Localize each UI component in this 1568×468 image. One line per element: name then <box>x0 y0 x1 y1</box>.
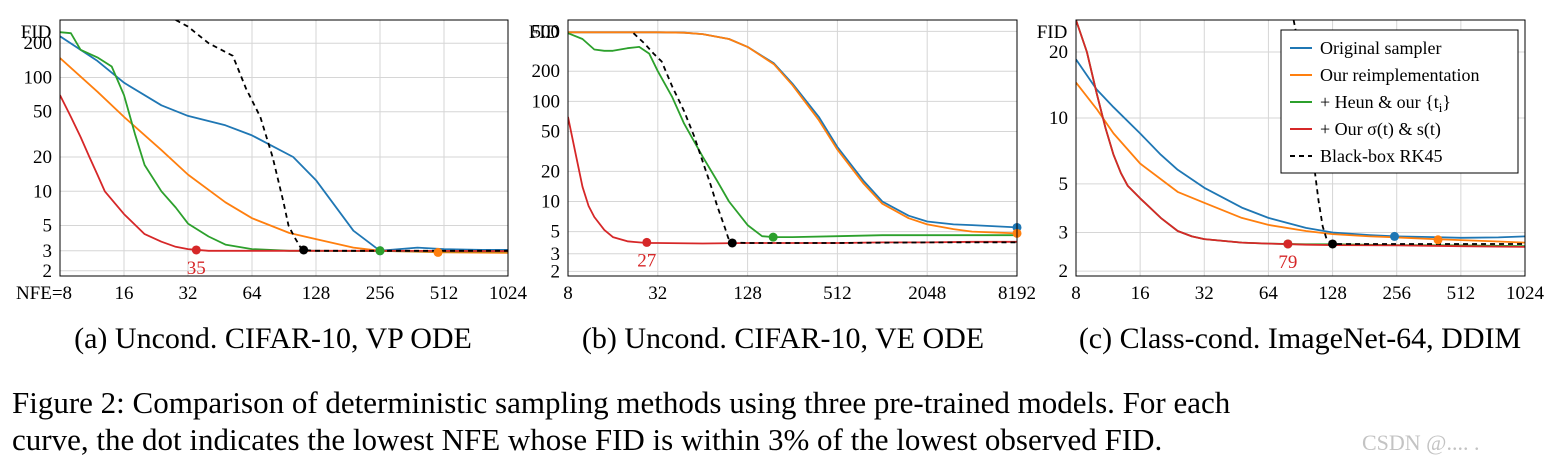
figure-caption-line2: curve, the dot indicates the lowest NFE … <box>12 422 1162 457</box>
panel-b-xtick-label: 2048 <box>908 283 946 304</box>
panel-c-xtick-label: 256 <box>1382 283 1411 304</box>
panel-a-subtitle: (a) Uncond. CIFAR-10, VP ODE <box>74 322 472 355</box>
panel-b-ytick-label: 10 <box>541 191 560 212</box>
panel-a: FID (a) Uncond. CIFAR-10, VP ODE NFE=8 16… <box>16 19 528 355</box>
panel-b-line-reimpl <box>568 31 1017 235</box>
panel-a-line-rk45 <box>175 20 508 252</box>
panel-b-xtick-label: 512 <box>823 283 852 304</box>
panel-a-xtick-label: 1024 <box>489 283 528 304</box>
panel-b-ytick-label: 500 <box>532 21 561 42</box>
panel-a-ytick-label: 20 <box>33 147 52 168</box>
panel-c-ytick-label: 20 <box>1049 42 1068 63</box>
panel-a-ytick-label: 5 <box>43 216 53 237</box>
panel-c: FID (c) Class-cond. ImageNet-64, DDIM 8 1… <box>1037 19 1545 355</box>
panel-a-xtick-label: 256 <box>366 283 395 304</box>
panel-a-xtick-label: 16 <box>115 283 134 304</box>
panel-c-xtick-label: 512 <box>1447 283 1476 304</box>
panel-c-xtick-label: 64 <box>1259 283 1279 304</box>
legend-label-heun-close: } <box>1442 92 1451 112</box>
panel-c-axes-frame <box>1075 19 1526 277</box>
panel-a-annotation: 35 <box>187 258 206 279</box>
panel-b-ytick-label: 200 <box>532 61 561 82</box>
panel-a-dot-rk45 <box>299 245 309 255</box>
panel-c-ylabel: FID <box>1037 22 1068 43</box>
panel-c-dot-rk45 <box>1328 239 1338 249</box>
panel-c-xtick-label: 16 <box>1131 283 1150 304</box>
panel-b-xtick-label: 128 <box>733 283 762 304</box>
panel-c-ytick-label: 10 <box>1049 108 1068 129</box>
panel-a-ylabel: FID <box>21 22 52 43</box>
panel-a-series-group <box>60 20 508 254</box>
panel-b-axes-frame <box>567 19 1018 277</box>
panel-c-xtick-label: 32 <box>1195 283 1214 304</box>
panel-b-ytick-label: 100 <box>532 91 561 112</box>
panel-a-axes-frame <box>59 19 509 277</box>
panel-c-dot-sigma <box>1283 239 1293 249</box>
panel-c-line-original <box>1076 58 1525 239</box>
panel-a-ytick-label: 50 <box>33 102 52 123</box>
figure-caption-line1: Figure 2: Comparison of deterministic sa… <box>12 385 1231 420</box>
panel-c-dot-reimpl <box>1433 235 1443 245</box>
panel-c-annotation: 79 <box>1278 252 1297 273</box>
panel-b-dot-rk45 <box>727 238 737 248</box>
panel-c-xtick-label: 128 <box>1318 283 1347 304</box>
legend-label-heun: + Heun & our {ti} <box>1320 92 1451 115</box>
watermark: CSDN @.... . <box>1362 430 1479 455</box>
panel-b-line-rk45 <box>632 32 1017 244</box>
panel-a-ytick-label: 3 <box>43 241 53 262</box>
panel-a-xtick-label: 64 <box>243 283 263 304</box>
panel-b-annotation: 27 <box>637 250 656 271</box>
panel-b-ylabel: FID <box>529 22 560 43</box>
panel-a-xtick-label: 32 <box>179 283 198 304</box>
panel-b-dot-sigma <box>642 237 652 247</box>
panel-b-xtick-label: 8192 <box>998 283 1036 304</box>
panel-a-line-reimpl <box>60 57 508 254</box>
panel-b-xtick-label: 32 <box>648 283 667 304</box>
panel-a-line-sigma <box>60 94 508 252</box>
panel-b-ytick-label: 2 <box>551 261 561 282</box>
legend-label-heun-sub: i <box>1439 100 1443 115</box>
panel-b-ytick-label: 20 <box>541 161 560 182</box>
panel-b-xtick-label: 8 <box>563 283 573 304</box>
panel-a-ytick-label: 200 <box>24 33 53 54</box>
panel-b-subtitle: (b) Uncond. CIFAR-10, VE ODE <box>582 322 984 355</box>
panel-b: FID (b) Uncond. CIFAR-10, VE ODE 8 32 128 5… <box>529 19 1036 355</box>
panel-c-ytick-label: 3 <box>1059 223 1069 244</box>
panel-c-subtitle: (c) Class-cond. ImageNet-64, DDIM <box>1079 322 1521 355</box>
legend-label-reimpl: Our reimplementation <box>1320 65 1479 85</box>
panel-c-ytick-label: 5 <box>1059 174 1069 195</box>
panel-a-xtick-label: 512 <box>430 283 459 304</box>
legend: Original sampler Our reimplementation + … <box>1280 29 1519 174</box>
panel-c-line-reimpl <box>1076 82 1525 244</box>
panel-c-ytick-label: 2 <box>1059 261 1069 282</box>
panel-b-ytick-label: 3 <box>551 244 561 265</box>
panel-a-line-original <box>60 35 508 252</box>
panel-a-dot-reimpl <box>433 247 443 257</box>
legend-label-rk45: Black-box RK45 <box>1320 146 1442 166</box>
legend-label-sigma: + Our σ(t) & s(t) <box>1320 119 1441 140</box>
panel-a-xtick-label: NFE=8 <box>16 283 72 304</box>
panel-c-xtick-label: 8 <box>1071 283 1081 304</box>
panel-a-ytick-label: 100 <box>24 67 53 88</box>
legend-label-original: Original sampler <box>1320 38 1441 58</box>
panel-a-dot-heun <box>375 246 385 256</box>
panel-b-ytick-label: 5 <box>551 222 561 243</box>
panel-b-series-group <box>568 31 1017 245</box>
panel-b-ytick-label: 50 <box>541 121 560 142</box>
panel-b-line-original <box>568 31 1017 229</box>
panel-a-ytick-label: 2 <box>43 261 53 282</box>
panel-a-xtick-label: 128 <box>302 283 331 304</box>
legend-box <box>1280 29 1519 174</box>
panel-c-dot-original <box>1390 231 1400 241</box>
panel-a-dot-sigma <box>191 245 201 255</box>
panel-c-xtick-label: 1024 <box>1506 283 1545 304</box>
panel-b-dot-heun <box>768 232 778 242</box>
panel-a-ytick-label: 10 <box>33 181 52 202</box>
legend-label-heun-main: + Heun & our {t <box>1320 92 1439 112</box>
panel-b-line-heun <box>568 32 1017 238</box>
